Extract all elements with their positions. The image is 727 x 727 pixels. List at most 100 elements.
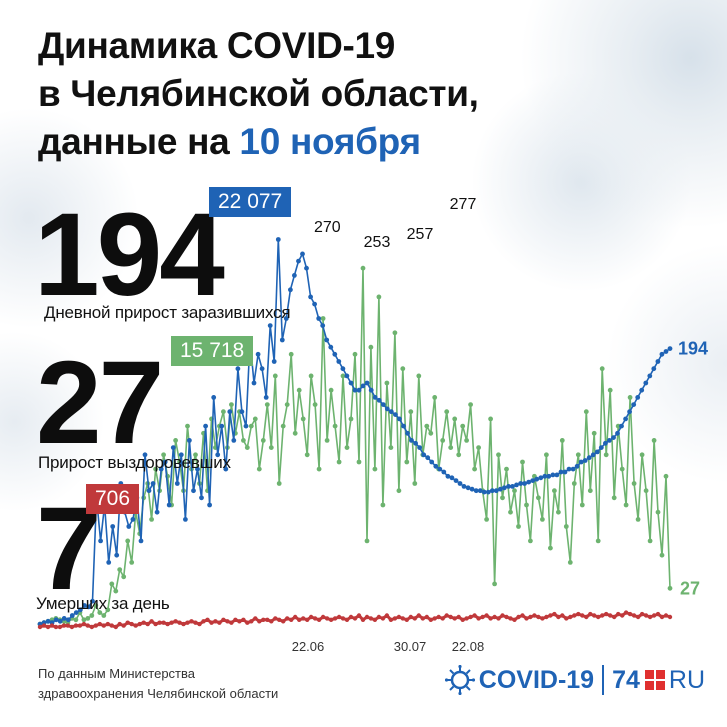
deaths-point bbox=[261, 617, 266, 622]
recovered-point bbox=[161, 452, 167, 458]
infected-point bbox=[453, 478, 459, 483]
infected-point bbox=[364, 380, 370, 386]
recovered-point bbox=[659, 552, 665, 558]
x-tick-label: 22.06 bbox=[292, 639, 325, 654]
deaths-point bbox=[432, 616, 437, 621]
infected-point bbox=[631, 402, 637, 407]
infected-point bbox=[433, 463, 439, 469]
deaths-point bbox=[189, 619, 194, 624]
deaths-point bbox=[181, 621, 186, 627]
deaths-point bbox=[508, 616, 513, 621]
recovered-point bbox=[444, 409, 450, 415]
recovered-point bbox=[452, 416, 458, 422]
recovered-point bbox=[468, 402, 473, 407]
infected-point bbox=[126, 524, 132, 529]
deaths-point bbox=[444, 613, 449, 618]
infected-point bbox=[90, 598, 95, 604]
recovered-point bbox=[448, 445, 454, 450]
infected-point bbox=[324, 337, 330, 343]
recovered-point bbox=[428, 430, 434, 436]
deaths-point bbox=[273, 616, 278, 621]
recovered-point bbox=[229, 402, 234, 407]
deaths-point bbox=[639, 611, 645, 617]
recovered-point bbox=[432, 395, 438, 400]
peak-annotation: 277 bbox=[450, 196, 477, 213]
infected-point bbox=[150, 481, 156, 486]
infected-point bbox=[312, 301, 317, 307]
deaths-point bbox=[49, 623, 55, 628]
recovered-point bbox=[348, 416, 354, 422]
infected-point bbox=[506, 484, 511, 489]
recovered-point bbox=[548, 545, 553, 551]
brand-74-label: 74 bbox=[612, 665, 640, 694]
deaths-point bbox=[612, 614, 617, 620]
recovered-point bbox=[376, 294, 382, 300]
infected-point bbox=[223, 466, 229, 472]
infected-point bbox=[227, 409, 233, 415]
deaths-point bbox=[576, 611, 581, 617]
virus-icon bbox=[444, 665, 475, 695]
infected-point bbox=[586, 455, 592, 461]
recovered-point bbox=[396, 488, 402, 494]
deaths-point bbox=[169, 620, 174, 625]
infected-point bbox=[465, 485, 471, 491]
infected-point bbox=[554, 472, 560, 478]
peak-annotation: 257 bbox=[407, 226, 434, 243]
deaths-point bbox=[504, 614, 509, 620]
infected-point bbox=[397, 416, 402, 422]
deaths-point bbox=[376, 614, 382, 620]
recovered-point bbox=[256, 466, 262, 472]
infected-point bbox=[594, 449, 600, 455]
infected-point bbox=[441, 469, 447, 475]
recovered-point bbox=[492, 581, 497, 587]
recovered-point bbox=[153, 466, 159, 472]
infected-point bbox=[635, 395, 641, 400]
infected-point bbox=[659, 351, 665, 357]
deaths-point bbox=[269, 619, 274, 624]
recovered-point bbox=[651, 438, 657, 443]
infected-point bbox=[174, 481, 180, 486]
recovered-point bbox=[540, 517, 545, 522]
recovered-point bbox=[276, 481, 282, 486]
infected-point bbox=[142, 452, 148, 458]
recovered-point bbox=[611, 495, 617, 501]
deaths-point bbox=[600, 613, 605, 618]
recovered-point bbox=[85, 616, 91, 621]
deaths-point bbox=[416, 613, 421, 618]
deaths-point bbox=[205, 617, 210, 622]
infected-point bbox=[493, 488, 499, 494]
recovered-point bbox=[280, 423, 286, 429]
deaths-point bbox=[592, 613, 597, 618]
infected-point bbox=[514, 482, 519, 488]
deaths-point bbox=[496, 616, 501, 621]
recovered-point bbox=[516, 524, 521, 529]
recovered-point bbox=[368, 344, 374, 350]
recovered-point bbox=[344, 445, 350, 450]
recovered-point bbox=[623, 502, 629, 508]
deaths-point bbox=[492, 614, 497, 620]
deaths-point bbox=[516, 614, 521, 620]
recovered-point bbox=[384, 380, 390, 386]
infected-point bbox=[271, 359, 277, 364]
deaths-point bbox=[647, 614, 653, 620]
recovered-point bbox=[643, 488, 649, 494]
deaths-point bbox=[631, 613, 637, 618]
deaths-point bbox=[165, 621, 170, 627]
deaths-point bbox=[69, 624, 75, 630]
infected-point bbox=[283, 316, 289, 321]
deaths-point bbox=[364, 614, 370, 620]
recovered-point bbox=[424, 423, 430, 429]
recovered-point bbox=[264, 402, 270, 407]
deaths-point bbox=[436, 614, 441, 620]
deaths-point bbox=[97, 621, 103, 627]
recovered-point bbox=[647, 538, 653, 544]
infected-point bbox=[574, 463, 580, 469]
recovered-point bbox=[364, 538, 370, 544]
recovered-point bbox=[356, 459, 362, 465]
infected-point bbox=[437, 466, 443, 472]
deaths-point bbox=[145, 621, 150, 627]
recovered-point bbox=[536, 495, 541, 501]
infected-daily-value: 194 bbox=[34, 189, 225, 321]
infected-point bbox=[344, 373, 350, 379]
x-tick-label: 30.07 bbox=[394, 639, 427, 654]
